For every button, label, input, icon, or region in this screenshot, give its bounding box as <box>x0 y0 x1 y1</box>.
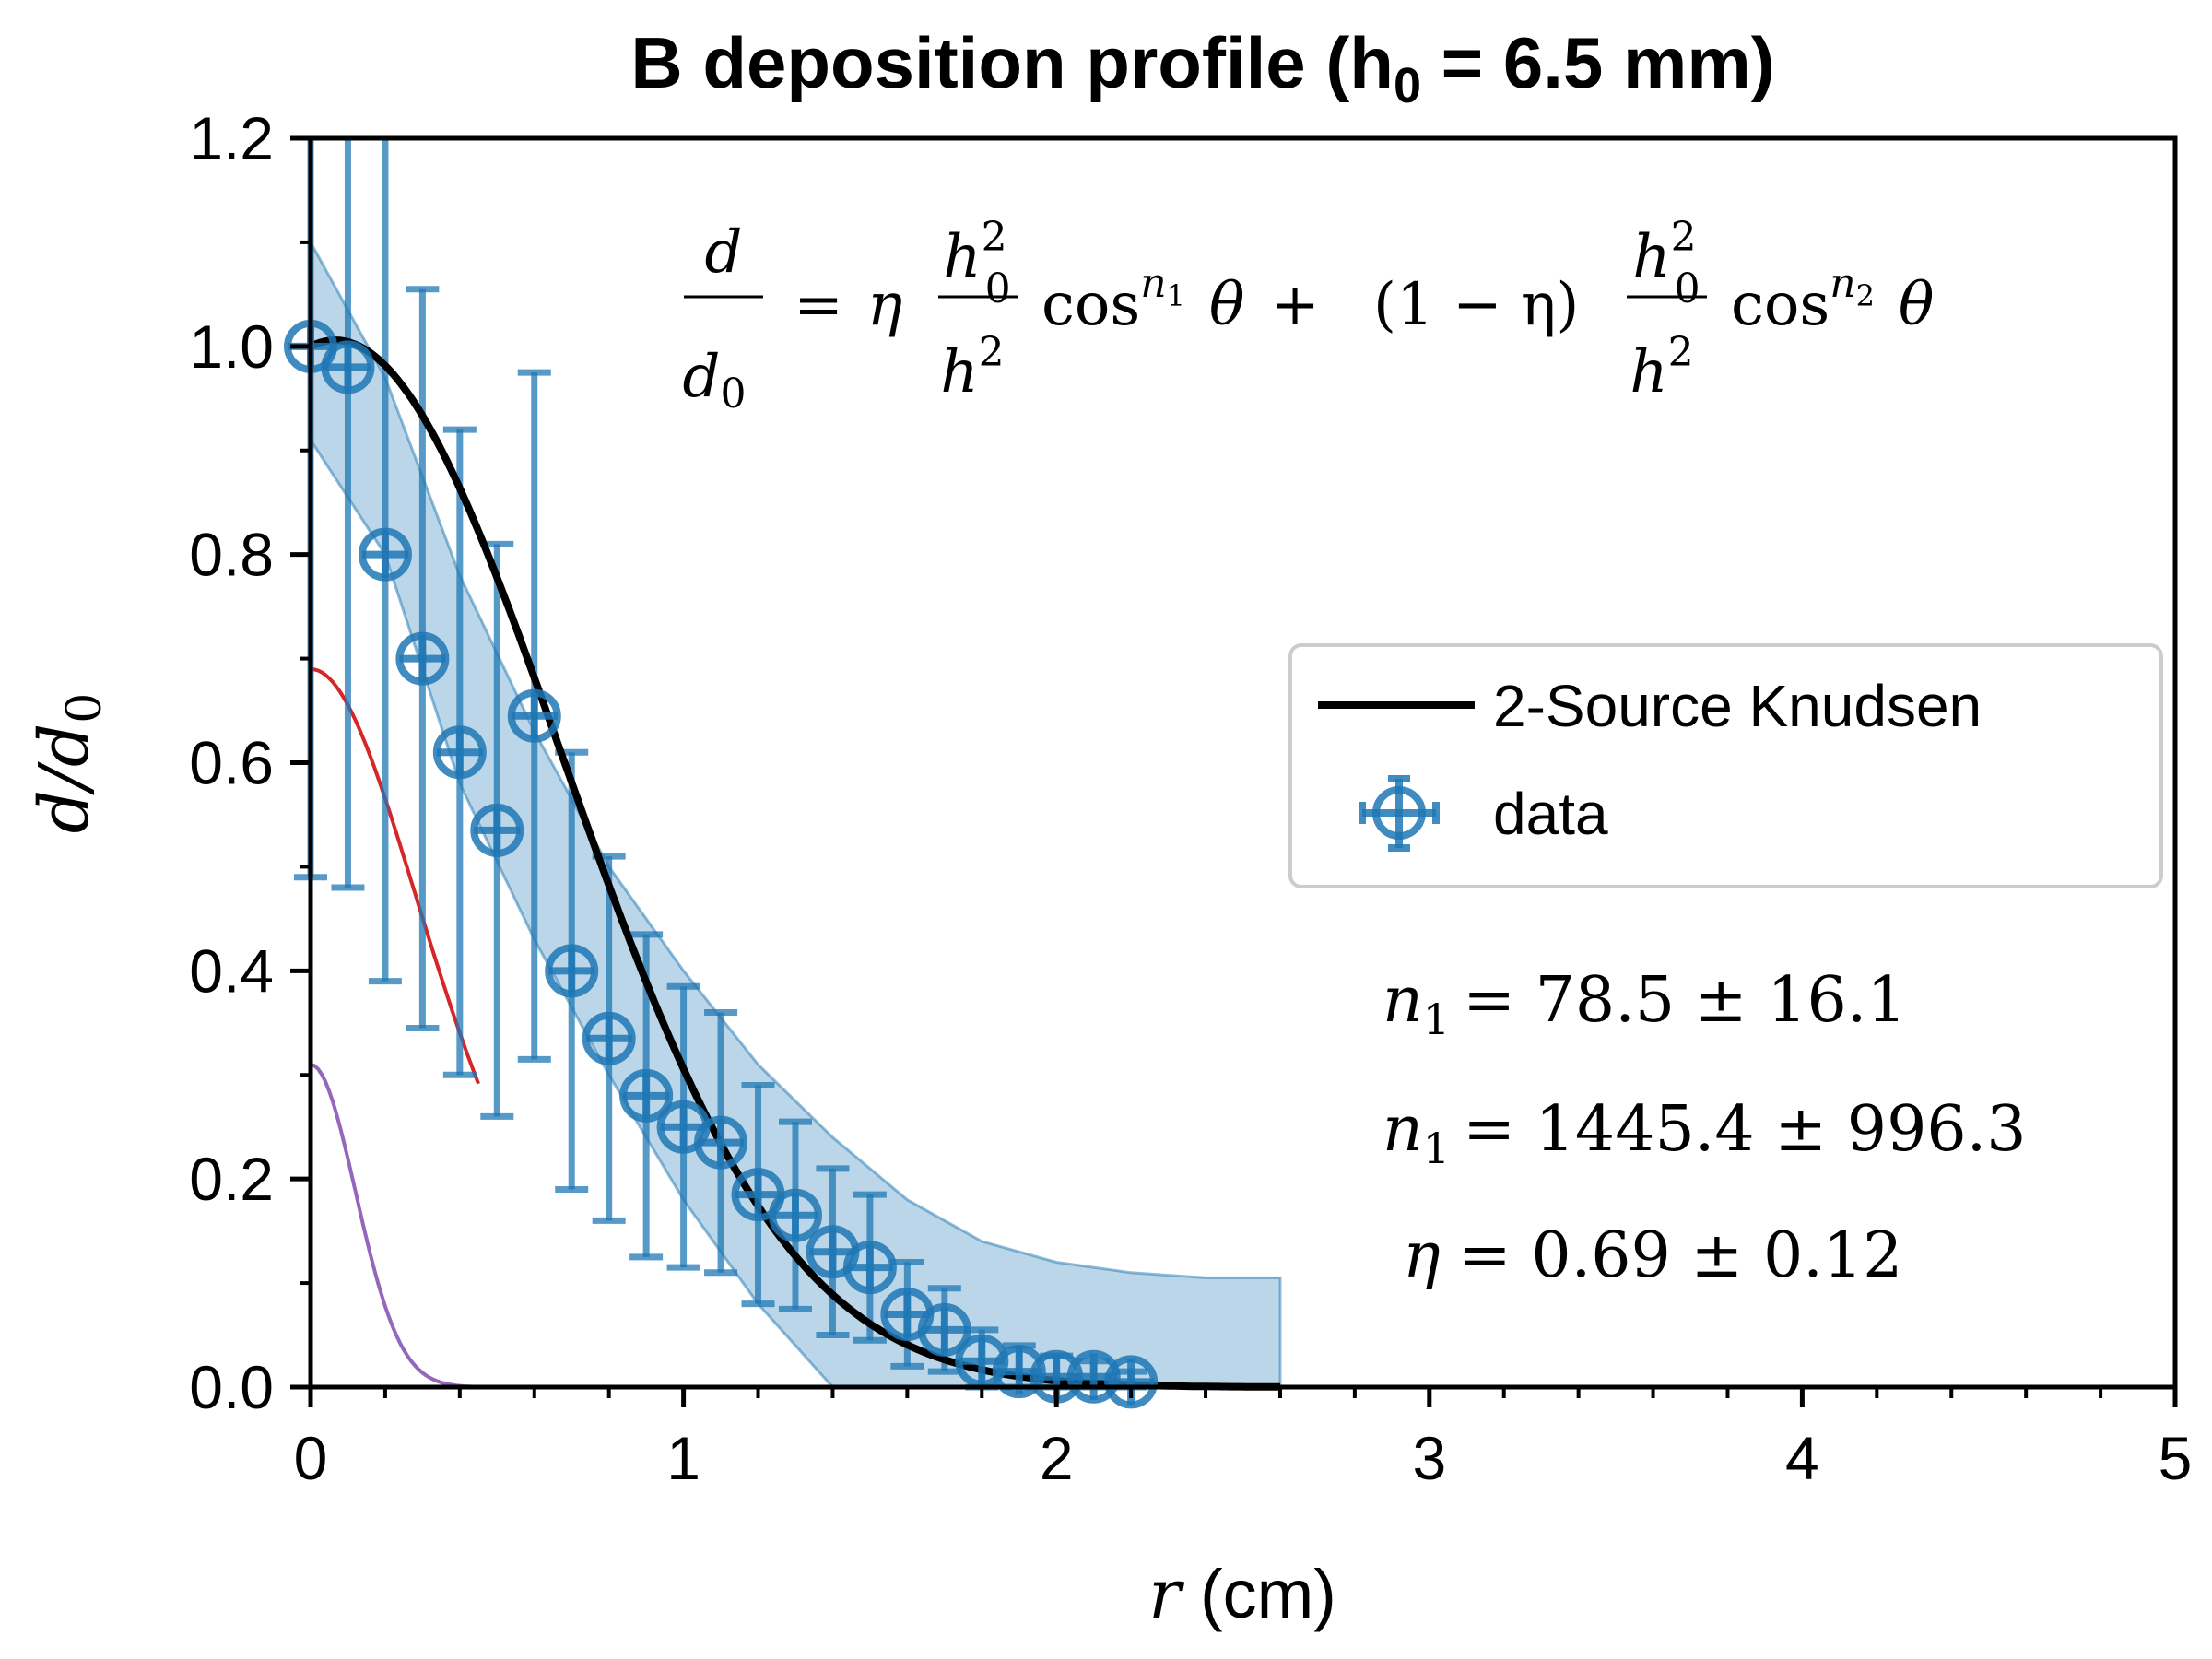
svg-text:η: η <box>867 271 902 339</box>
data-point <box>321 340 375 394</box>
data-point <box>395 631 450 686</box>
data-point <box>842 1241 897 1295</box>
y-axis-label: d/d0 <box>25 693 112 834</box>
eq-lhs-num: d <box>705 218 743 287</box>
axis-ticks: 0 1 2 3 4 5 0.0 0.2 0.4 0.6 0.8 1.0 1.2 <box>189 104 2192 1492</box>
legend-data-label: data <box>1493 781 1608 847</box>
fit-parameters: n1 = 78.5 ± 16.1 n1 = 1445.4 ± 996.3 η = 0.… <box>1382 964 2026 1292</box>
x-tick-label: 3 <box>1412 1424 1446 1492</box>
legend: 2-Source Knudsen data <box>1288 643 2163 888</box>
x-tick-label: 0 <box>294 1424 328 1492</box>
eq-frac2-num: h2 0 <box>1632 214 1700 312</box>
legend-frame <box>1288 643 2163 888</box>
eq-frac1-den: h2 <box>940 329 1004 406</box>
eq-frac2-den: h2 <box>1630 329 1693 406</box>
data-point <box>582 1011 636 1065</box>
data-point <box>432 725 487 780</box>
legend-fit-label: 2-Source Knudsen <box>1493 673 1982 739</box>
svg-text:+: + <box>1270 271 1320 339</box>
data-point <box>768 1188 822 1242</box>
component2-curve <box>310 1063 535 1389</box>
y-tick-label: 0.6 <box>189 729 274 797</box>
param-n2: n1 = 1445.4 ± 996.3 <box>1382 1093 2026 1173</box>
data-point <box>619 1068 674 1123</box>
component1-curve <box>310 666 480 1085</box>
data-errorbar <box>331 138 365 891</box>
data-point <box>507 688 561 743</box>
svg-text:(1 − η): (1 − η) <box>1373 271 1579 339</box>
svg-text:d/d0: d/d0 <box>25 693 112 834</box>
param-n1: n1 = 78.5 ± 16.1 <box>1382 964 1907 1044</box>
svg-text:=: = <box>794 271 843 339</box>
x-tick-label: 4 <box>1785 1424 1819 1492</box>
data-point <box>694 1115 748 1170</box>
param-eta: η = 0.69 ± 0.12 <box>1403 1219 1902 1292</box>
y-tick-label: 0.0 <box>189 1353 274 1421</box>
y-tick-label: 1.2 <box>189 104 274 172</box>
y-tick-label: 0.4 <box>189 936 274 1005</box>
data-point <box>470 803 524 857</box>
x-tick-label: 5 <box>2159 1424 2193 1492</box>
chart-title: B deposition profile (h0 = 6.5 mm) <box>630 22 1774 113</box>
eq-lhs-den: d0 <box>683 343 747 418</box>
x-axis-label: r (cm) <box>1148 1555 1336 1634</box>
data-point <box>358 527 412 582</box>
eq-frac1-num: h2 0 <box>943 214 1010 312</box>
data-point <box>917 1302 971 1357</box>
x-tick-label: 1 <box>666 1424 700 1492</box>
model-equation: d d0 = η h2 0 h2 cosn1 θ + (1 − η) h2 0 h2 … <box>683 214 1935 418</box>
y-tick-label: 1.0 <box>189 312 274 381</box>
data-errorbars-layer <box>294 138 1148 1391</box>
x-tick-label: 2 <box>1040 1424 1074 1492</box>
data-point <box>731 1168 785 1222</box>
y-tick-label: 0.2 <box>189 1145 274 1213</box>
data-point <box>545 944 599 998</box>
y-tick-label: 0.8 <box>189 521 274 589</box>
legend-data-swatch <box>1359 775 1440 852</box>
data-point <box>1066 1349 1121 1404</box>
